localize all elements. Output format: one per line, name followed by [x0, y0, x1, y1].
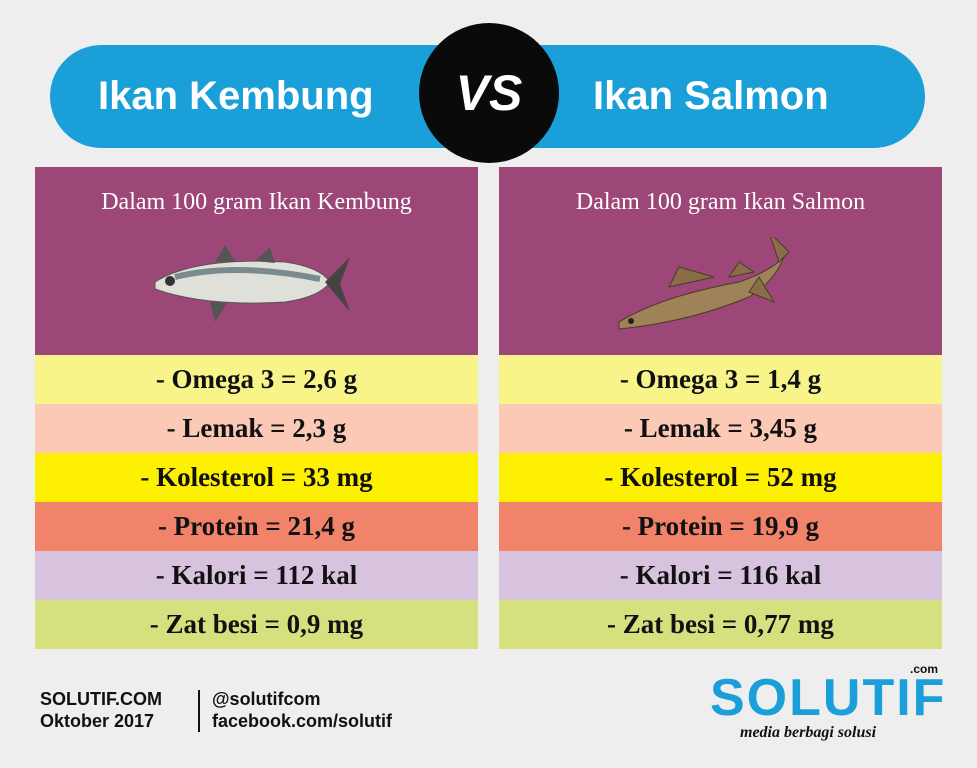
panel-heading: Dalam 100 gram Ikan Kembung: [101, 189, 412, 215]
vs-badge: VS: [419, 23, 559, 163]
site: SOLUTIF.COM: [40, 689, 162, 709]
footer-right: @solutifcom facebook.com/solutif: [212, 688, 392, 732]
panel-head: Dalam 100 gram Ikan Salmon: [499, 167, 942, 355]
right-title: Ikan Salmon: [593, 74, 829, 118]
nutrient-row: - Kolesterol = 52 mg: [499, 453, 942, 502]
nutrient-row: - Lemak = 3,45 g: [499, 404, 942, 453]
panel-head: Dalam 100 gram Ikan Kembung: [35, 167, 478, 355]
facebook: facebook.com/solutif: [212, 711, 393, 731]
nutrient-row: - Omega 3 = 1,4 g: [499, 355, 942, 404]
left-title: Ikan Kembung: [98, 74, 374, 118]
fish-image: [618, 237, 790, 330]
logo-tagline: media berbagi solusi: [740, 724, 877, 741]
separator: [198, 690, 200, 732]
logo-name: SOLUTIF: [710, 669, 947, 727]
nutrient-row: - Zat besi = 0,77 mg: [499, 600, 942, 649]
twitter: @solutifcom: [212, 689, 321, 709]
footer-left: SOLUTIF.COM Oktober 2017: [40, 688, 162, 732]
logo: SOLUTIF .com media berbagi solusi: [700, 662, 950, 748]
panel: Dalam 100 gram Ikan Kembung - Omega 3 = …: [35, 167, 478, 649]
nutrient-row: - Kalori = 116 kal: [499, 551, 942, 600]
date: Oktober 2017: [40, 711, 155, 731]
nutrient-row: - Kalori = 112 kal: [35, 551, 478, 600]
nutrient-row: - Protein = 19,9 g: [499, 502, 942, 551]
logo-tld: .com: [909, 662, 938, 676]
panel-heading: Dalam 100 gram Ikan Salmon: [575, 189, 866, 215]
nutrient-row: - Lemak = 2,3 g: [35, 404, 478, 453]
panel: Dalam 100 gram Ikan Salmon - Omega 3 = 1…: [499, 167, 942, 649]
nutrient-row: - Omega 3 = 2,6 g: [35, 355, 478, 404]
fish-image: [154, 245, 350, 322]
nutrient-row: - Kolesterol = 33 mg: [35, 453, 478, 502]
nutrient-row: - Zat besi = 0,9 mg: [35, 600, 478, 649]
nutrient-row: - Protein = 21,4 g: [35, 502, 478, 551]
